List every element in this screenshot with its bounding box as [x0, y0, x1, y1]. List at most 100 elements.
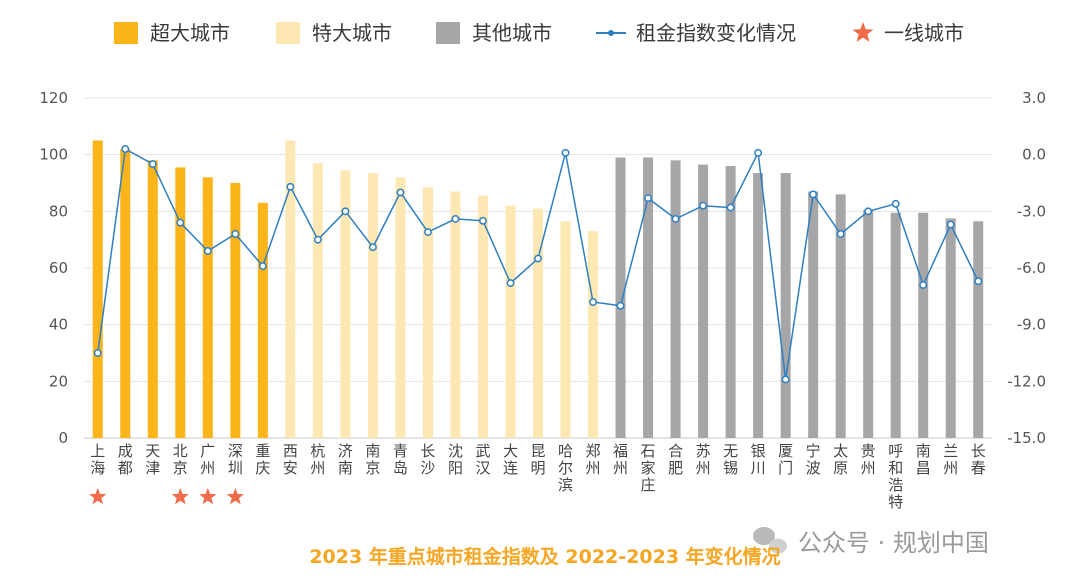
- line-point-济南: [341, 207, 350, 216]
- bar-青岛: [395, 177, 406, 439]
- line-point-南昌: [919, 281, 928, 289]
- x-tick-label: 昆明: [530, 442, 545, 477]
- x-tick-label: 青岛: [393, 442, 408, 477]
- line-point-贵州: [864, 207, 873, 216]
- x-tick-label: 苏州: [696, 442, 711, 477]
- y-left-tick-label: 0: [58, 429, 68, 447]
- bar-兰州: [945, 218, 956, 438]
- x-tick-label: 南京: [365, 442, 380, 477]
- x-tick-label: 成都: [118, 442, 133, 477]
- x-tick-label: 南昌: [916, 442, 931, 477]
- y-left-tick-label: 20: [49, 372, 68, 390]
- bar-天津: [147, 160, 158, 439]
- line-point-呼和浩特: [891, 199, 900, 208]
- bar-太原: [835, 194, 846, 438]
- bar-哈尔滨: [560, 221, 571, 438]
- legend-item: 租金指数变化情况: [596, 21, 796, 45]
- x-tick-label: 广州: [200, 442, 215, 477]
- tier1-star-深圳: [226, 488, 244, 505]
- y-left-tick-label: 120: [39, 89, 68, 107]
- tier1-star-北京: [171, 488, 189, 505]
- x-tick-label: 济南: [338, 442, 353, 477]
- line-point-深圳: [231, 230, 240, 238]
- bar-银川: [753, 173, 764, 439]
- bar-大连: [505, 205, 516, 438]
- bar-呼和浩特: [890, 212, 901, 438]
- tier1-star-上海: [89, 488, 107, 505]
- y-right-tick-label: -15.0: [1007, 429, 1046, 447]
- bar-长春: [973, 221, 984, 438]
- legend-item: 一线城市: [852, 21, 964, 45]
- line-point-北京: [176, 218, 185, 227]
- line-point-武汉: [479, 216, 487, 225]
- x-tick-label: 哈尔滨: [558, 442, 573, 494]
- y-right-tick-label: 3.0: [1022, 89, 1046, 107]
- x-tick-label: 宁波: [806, 442, 821, 477]
- bar-沈阳: [450, 191, 461, 438]
- line-point-杭州: [313, 235, 322, 244]
- bar-武汉: [477, 195, 488, 438]
- x-tick-label: 天津: [145, 442, 160, 477]
- x-tick-label: 大连: [503, 442, 518, 477]
- legend-label: 一线城市: [884, 21, 964, 45]
- bar-贵州: [863, 209, 874, 438]
- x-tick-label: 福州: [613, 442, 628, 477]
- x-tick-label: 呼和浩特: [888, 442, 903, 511]
- y-left-tick-label: 80: [49, 202, 68, 220]
- bar-昆明: [533, 208, 543, 438]
- x-tick-label: 北京: [173, 442, 188, 477]
- line-point-合肥: [671, 214, 680, 223]
- line-point-哈尔滨: [561, 148, 570, 157]
- x-tick-label: 石家庄: [641, 442, 656, 494]
- legend-item: 特大城市: [276, 21, 392, 45]
- bar-南昌: [918, 212, 929, 438]
- line-point-石家庄: [644, 194, 653, 203]
- bar-厦门: [780, 173, 791, 439]
- x-tick-label: 长沙: [420, 442, 435, 477]
- line-point-昆明: [534, 254, 542, 263]
- bar-北京: [175, 167, 186, 438]
- bar-深圳: [230, 183, 241, 438]
- y-right-tick-label: -3.0: [1017, 202, 1046, 220]
- y-left-tick-label: 60: [49, 259, 68, 277]
- legend-item: 超大城市: [114, 21, 230, 45]
- y-left-tick-label: 40: [49, 316, 68, 334]
- legend-label: 其他城市: [472, 21, 552, 45]
- x-tick-label: 兰州: [943, 442, 958, 477]
- x-tick-label: 郑州: [586, 442, 601, 477]
- bar-福州: [615, 157, 626, 438]
- line-point-广州: [203, 247, 212, 255]
- chart-title: 2023 年重点城市租金指数及 2022-2023 年变化情况: [309, 545, 780, 568]
- x-tick-label: 武汉: [475, 442, 490, 477]
- line-point-郑州: [589, 298, 597, 306]
- y-right-tick-label: -12.0: [1007, 372, 1046, 390]
- bar-成都: [120, 149, 131, 438]
- line-point-天津: [148, 160, 157, 169]
- legend-label: 特大城市: [312, 21, 392, 45]
- legend-label: 超大城市: [150, 21, 230, 45]
- legend-item: 其他城市: [436, 21, 552, 45]
- x-tick-label: 深圳: [228, 442, 243, 477]
- line-point-长沙: [423, 228, 432, 237]
- legend-line-marker: [608, 30, 614, 36]
- bar-石家庄: [643, 157, 654, 438]
- wechat-icon: [753, 527, 775, 545]
- x-tick-label: 太原: [833, 442, 848, 477]
- x-tick-label: 合肥: [668, 442, 683, 477]
- bar-长沙: [422, 187, 433, 438]
- line-point-长春: [974, 277, 983, 286]
- watermark: 公众号 · 规划中国: [753, 527, 989, 557]
- bar-西安: [285, 140, 296, 438]
- line-point-西安: [286, 182, 295, 191]
- line-point-南京: [368, 243, 377, 252]
- line-point-银川: [754, 148, 763, 157]
- bar-杭州: [312, 163, 323, 438]
- line-point-宁波: [809, 190, 818, 199]
- watermark-text: 公众号 · 规划中国: [798, 529, 989, 557]
- line-point-福州: [616, 301, 625, 310]
- line-point-重庆: [258, 262, 267, 271]
- legend-swatch: [276, 22, 300, 44]
- bar-合肥: [670, 160, 681, 439]
- legend: 超大城市 特大城市 其他城市 租金指数变化情况 一线城市: [114, 21, 964, 45]
